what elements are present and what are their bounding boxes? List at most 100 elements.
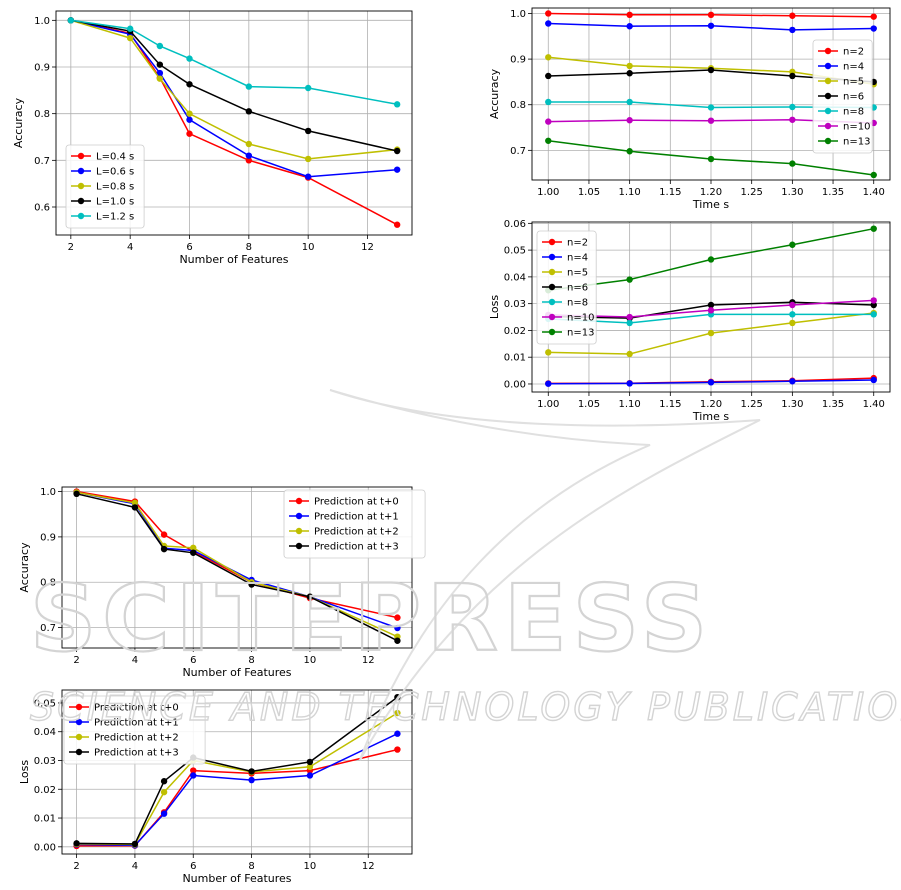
x-axis-label: Time s <box>692 410 729 423</box>
x-tick-label: 1.00 <box>537 399 559 410</box>
legend: n=2 n=4 n=5 n=6 n=8 n=10 n=13 <box>812 39 873 154</box>
data-point <box>789 301 796 309</box>
data-point <box>545 10 552 17</box>
data-point <box>186 55 193 62</box>
data-point <box>707 307 715 314</box>
data-point <box>626 313 633 321</box>
x-tick-label: 1.25 <box>741 187 763 198</box>
data-point <box>870 311 877 318</box>
x-tick-label: 4 <box>132 861 138 872</box>
data-point <box>626 11 633 19</box>
data-point <box>394 693 401 701</box>
y-tick-label: 0.7 <box>40 623 56 634</box>
data-point <box>394 624 401 632</box>
data-point <box>707 117 715 124</box>
series-L=1.0 s <box>67 17 401 155</box>
data-point <box>131 499 139 507</box>
data-point <box>131 504 139 511</box>
legend-swatch-marker <box>824 47 832 55</box>
data-point <box>393 166 401 173</box>
data-point <box>245 83 253 90</box>
legend: Prediction at t+0 Prediction at t+1 Predic… <box>63 695 206 765</box>
legend-swatch-marker <box>824 107 832 115</box>
x-tick-label: 2 <box>73 655 79 666</box>
legend-swatch-marker <box>77 152 85 160</box>
x-tick-label: 10 <box>302 242 315 253</box>
series-L=1.2 s <box>67 17 401 108</box>
y-tick-label: 0.01 <box>504 353 526 364</box>
x-tick-label: 10 <box>304 655 317 666</box>
chart-acc_vs_features_prediction: 2 4 6 8 10 12 0.7 0.8 0.9 1.0 Number of Features Ac… <box>18 486 426 679</box>
data-point <box>186 110 193 117</box>
data-point <box>626 319 633 327</box>
x-tick-label: 1.00 <box>537 187 559 198</box>
data-point <box>304 155 312 163</box>
data-point <box>707 301 715 309</box>
data-point <box>186 81 193 88</box>
data-point <box>870 13 877 20</box>
legend-swatch-marker <box>77 212 85 220</box>
data-point <box>304 127 312 135</box>
chart-loss_vs_time: 1.00 1.05 1.10 1.15 1.20 1.25 1.30 1.35 1.40 0.00… <box>488 219 891 423</box>
series-n=4 <box>545 20 877 34</box>
data-point <box>67 17 75 24</box>
data-point <box>789 311 796 318</box>
legend-label: n=10 <box>567 313 594 324</box>
data-point <box>248 581 255 588</box>
legend-label: n=6 <box>567 283 588 294</box>
data-point <box>394 614 401 621</box>
data-point <box>394 746 401 753</box>
x-tick-label: 1.10 <box>619 399 641 410</box>
x-tick-label: 1.15 <box>659 399 681 410</box>
data-point <box>870 171 877 179</box>
x-axis-label: Number of Features <box>182 666 291 679</box>
data-point <box>393 101 401 108</box>
series-line <box>70 19 398 152</box>
data-point <box>789 116 796 123</box>
legend-swatch-marker <box>548 268 556 276</box>
y-axis-label: Accuracy <box>12 97 25 148</box>
data-point <box>306 772 314 779</box>
legend-label: n=10 <box>843 122 870 133</box>
legend-label: L=1.2 s <box>96 212 134 223</box>
legend-label: Prediction at t+1 <box>94 718 179 729</box>
data-point <box>789 72 796 80</box>
series-n=13 <box>545 137 877 179</box>
y-axis-label: Accuracy <box>488 68 501 119</box>
legend-label: n=13 <box>843 137 870 148</box>
data-point <box>190 544 197 551</box>
legend-label: L=0.6 s <box>96 167 134 178</box>
legend-label: n=8 <box>843 107 864 118</box>
legend-label: Prediction at t+1 <box>314 512 399 523</box>
y-tick-label: 0.05 <box>504 246 526 257</box>
legend-label: n=13 <box>567 328 594 339</box>
legend: n=2 n=4 n=5 n=6 n=8 n=10 n=13 <box>536 230 597 345</box>
data-point <box>626 350 633 358</box>
x-axis-label: Number of Features <box>182 872 291 885</box>
legend: Prediction at t+0 Prediction at t+1 Predic… <box>283 489 426 559</box>
x-tick-label: 1.10 <box>619 187 641 198</box>
legend-label: Prediction at t+3 <box>94 748 179 759</box>
data-point <box>245 152 253 159</box>
data-point <box>545 20 552 27</box>
data-point <box>190 772 197 779</box>
legend-swatch-marker <box>548 298 556 306</box>
y-tick-label: 0.06 <box>504 219 526 230</box>
data-point <box>707 155 715 163</box>
y-tick-label: 0.6 <box>34 203 50 214</box>
plot-frame <box>55 10 413 236</box>
x-axis-label: Time s <box>692 198 729 211</box>
x-tick-label: 1.25 <box>741 399 763 410</box>
data-point <box>707 256 715 263</box>
data-point <box>870 297 877 304</box>
x-tick-label: 1.35 <box>822 399 844 410</box>
data-point <box>131 840 139 848</box>
data-point <box>304 173 312 180</box>
legend-label: n=5 <box>567 268 588 279</box>
legend-box <box>65 144 145 229</box>
x-tick-label: 1.30 <box>781 187 803 198</box>
y-tick-label: 0.04 <box>504 272 526 283</box>
x-tick-label: 6 <box>186 242 192 253</box>
y-tick-label: 0.05 <box>34 698 56 709</box>
data-point <box>545 380 552 387</box>
